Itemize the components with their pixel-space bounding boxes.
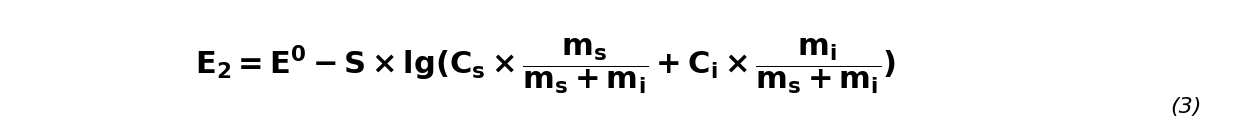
Text: (3): (3): [1171, 97, 1202, 117]
Text: $\mathbf{E_2 = E^0 - S \times lg(C_s \times \dfrac{m_s}{m_s+m_i} + C_i \times \d: $\mathbf{E_2 = E^0 - S \times lg(C_s \ti…: [195, 36, 897, 96]
